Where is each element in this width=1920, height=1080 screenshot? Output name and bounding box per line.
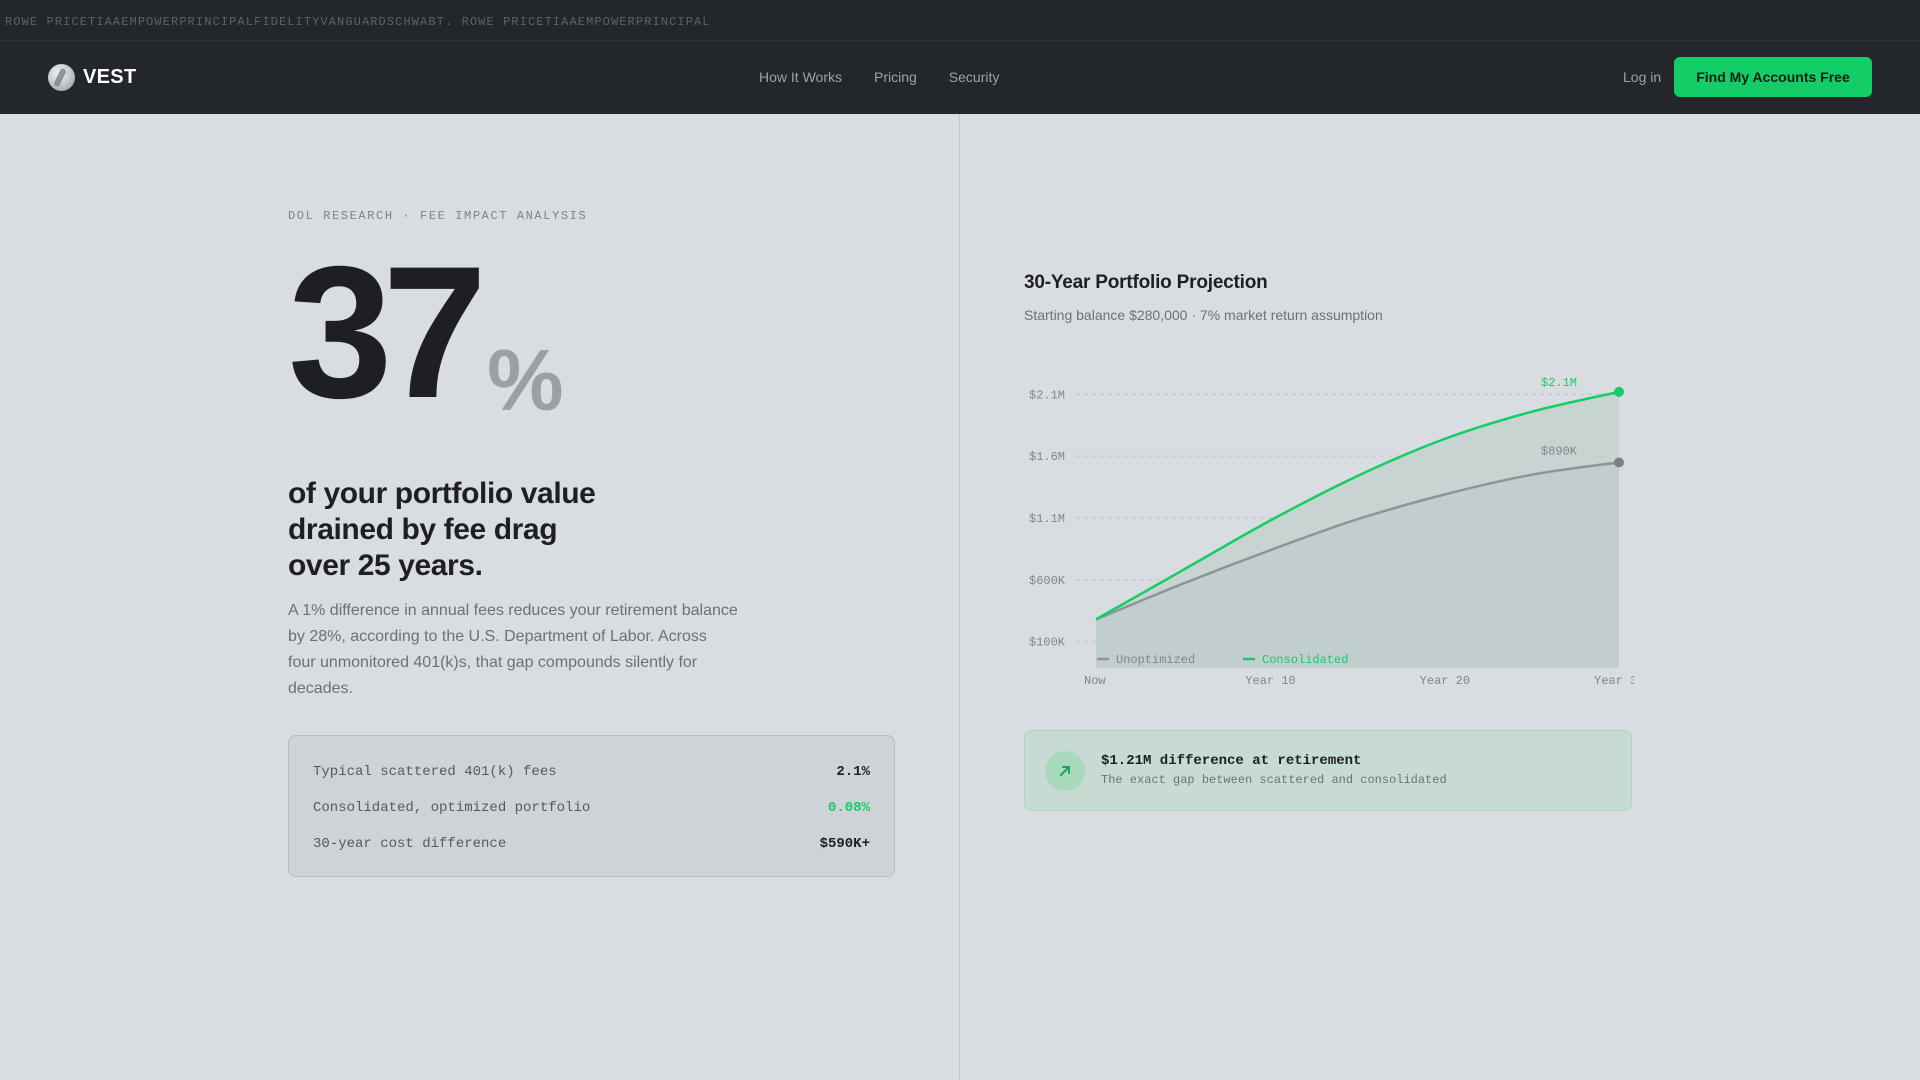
eyebrow-label: DOL RESEARCH · FEE IMPACT ANALYSIS	[288, 209, 588, 223]
brand-logo[interactable]: VEST	[48, 64, 136, 91]
chart-title: 30-Year Portfolio Projection	[1024, 272, 1268, 293]
nav-links: How It Works Pricing Security	[759, 69, 999, 85]
consolidated-line	[1095, 390, 1620, 621]
ticker-text: ROWE PRICETIAAEMPOWERPRINCIPALFIDELITYVA…	[5, 15, 711, 29]
projection-chart: $2.1M $1.6M $1.1M $600K $100K Now Year 10 Year …	[1029, 376, 1634, 688]
fee-label: Typical scattered 401(k) fees	[313, 764, 557, 780]
consolidated-end-label: $2.1M	[1541, 376, 1577, 390]
unoptimized-end-point	[1614, 457, 1624, 468]
nav-link-security[interactable]: Security	[948, 69, 1000, 85]
big-stat: 37 %	[288, 238, 564, 426]
unoptimized-line	[1095, 461, 1620, 621]
fee-value: 0.08%	[827, 800, 870, 816]
callout-subtitle: The exact gap between scattered and cons…	[1101, 773, 1447, 787]
fee-value: $590K+	[819, 836, 870, 852]
headline-line: of your portfolio value	[288, 477, 596, 510]
fee-label: 30-year cost difference	[313, 836, 507, 852]
fee-row: Typical scattered 401(k) fees 2.1%	[313, 754, 870, 790]
y-tick-label: $100K	[1029, 636, 1066, 650]
x-tick-label: Year 30	[1594, 674, 1634, 688]
y-tick-label: $1.6M	[1029, 450, 1065, 464]
fee-comparison-table: Typical scattered 401(k) fees 2.1% Conso…	[288, 735, 895, 877]
fee-value: 2.1%	[836, 764, 870, 780]
unoptimized-area	[1096, 462, 1619, 668]
column-divider	[959, 114, 960, 1080]
legend-label-unoptimized: Unoptimized	[1116, 653, 1195, 667]
y-tick-label: $1.1M	[1029, 512, 1065, 526]
big-stat-suffix: %	[487, 333, 564, 429]
login-link[interactable]: Log in	[1623, 69, 1662, 85]
callout-title: $1.21M difference at retirement	[1101, 753, 1362, 769]
logo-mark-icon	[48, 64, 75, 91]
top-nav: VEST How It Works Pricing Security Log i…	[0, 41, 1920, 114]
brand-name: VEST	[83, 66, 137, 88]
fee-row: 30-year cost difference $590K+	[313, 826, 870, 862]
consolidated-end-point	[1614, 386, 1624, 397]
x-tick-label: Year 10	[1245, 674, 1295, 688]
y-tick-label: $600K	[1029, 574, 1066, 588]
hero-headline: of your portfolio value drained by fee d…	[288, 476, 708, 584]
headline-line: over 25 years.	[288, 549, 483, 582]
headline-line: drained by fee drag	[288, 513, 558, 546]
big-stat-number: 37	[288, 227, 487, 437]
nav-link-how-it-works[interactable]: How It Works	[759, 69, 842, 85]
fee-row: Consolidated, optimized portfolio 0.08%	[313, 790, 870, 826]
broker-ticker: ROWE PRICETIAAEMPOWERPRINCIPALFIDELITYVA…	[0, 0, 1920, 41]
nav-link-pricing[interactable]: Pricing	[873, 69, 917, 85]
arrow-up-right-icon	[1045, 751, 1085, 791]
y-tick-label: $2.1M	[1029, 388, 1065, 402]
legend-label-consolidated: Consolidated	[1262, 653, 1348, 667]
fee-label: Consolidated, optimized portfolio	[313, 800, 591, 816]
hero-body: A 1% difference in annual fees reduces y…	[288, 602, 738, 697]
chart-subtitle: Starting balance $280,000 · 7% market re…	[1024, 307, 1383, 323]
x-tick-label: Now	[1084, 674, 1106, 688]
x-tick-label: Year 20	[1420, 674, 1470, 688]
retirement-gap-callout: $1.21M difference at retirement The exac…	[1024, 730, 1632, 811]
find-accounts-button[interactable]: Find My Accounts Free	[1674, 57, 1872, 97]
unoptimized-end-label: $890K	[1541, 444, 1578, 458]
